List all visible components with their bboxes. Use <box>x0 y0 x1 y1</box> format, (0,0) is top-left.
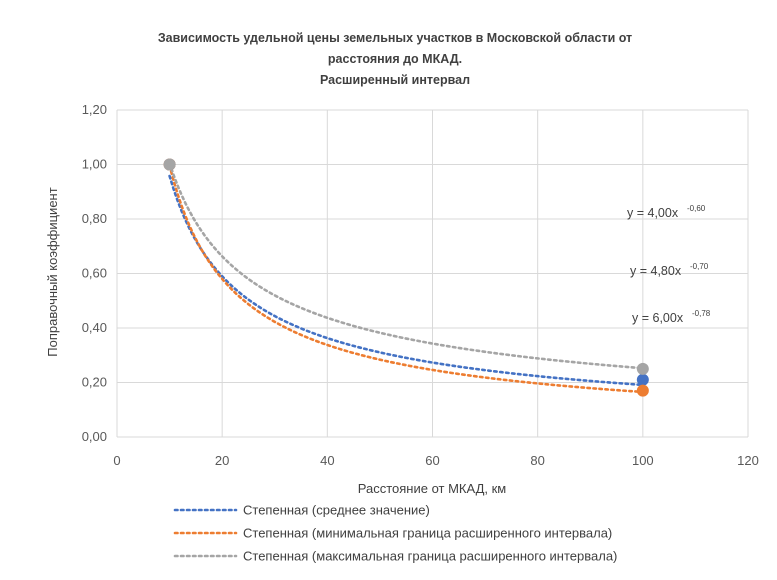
chart-title: Зависимость удельной цены земельных учас… <box>158 31 632 87</box>
chart-title-line-3: Расширенный интервал <box>320 73 470 87</box>
y-tick-label: 0,40 <box>82 320 107 335</box>
legend-label-0: Степенная (среднее значение) <box>243 503 430 518</box>
y-tick-label: 0,80 <box>82 211 107 226</box>
chart-title-line-1: Зависимость удельной цены земельных учас… <box>158 31 632 45</box>
gridlines <box>116 109 749 438</box>
equation-0: y = 4,00x <box>627 206 679 220</box>
trendline-series-1 <box>168 164 645 394</box>
y-axis-title: Поправочный коэффициент <box>45 187 60 356</box>
equation-exponent-2: -0,78 <box>692 309 711 318</box>
legend: Степенная (среднее значение) Степенная (м… <box>173 503 617 564</box>
y-tick-label: 0,00 <box>82 429 107 444</box>
x-tick-label: 60 <box>425 453 439 468</box>
y-tick-label: 0,20 <box>82 375 107 390</box>
y-tick-label: 1,20 <box>82 102 107 117</box>
equation-exponent-0: -0,60 <box>687 204 706 213</box>
x-axis-title: Расстояние от МКАД, км <box>358 481 507 496</box>
point-series-2-1 <box>636 362 649 375</box>
trendline-equations: y = 4,00x -0,60 y = 4,80x -0,70 y = 6,00x -0,… <box>627 204 711 325</box>
data-points <box>163 158 649 397</box>
y-tick-label: 0,60 <box>82 266 107 281</box>
x-tick-label: 120 <box>737 453 759 468</box>
x-tick-label: 40 <box>320 453 334 468</box>
equation-exponent-1: -0,70 <box>690 262 709 271</box>
y-tick-label: 1,00 <box>82 157 107 172</box>
x-tick-label: 20 <box>215 453 229 468</box>
legend-label-1: Степенная (минимальная граница расширенн… <box>243 526 612 541</box>
x-axis-ticks: 0 20 40 60 80 100 120 <box>113 453 758 468</box>
x-tick-label: 80 <box>530 453 544 468</box>
chart-title-line-2: расстояния до МКАД. <box>328 52 462 66</box>
equation-1: y = 4,80x <box>630 264 682 278</box>
x-tick-label: 0 <box>113 453 120 468</box>
equation-2: y = 6,00x <box>632 311 684 325</box>
legend-label-2: Степенная (максимальная граница расширен… <box>243 549 617 564</box>
trendlines <box>168 161 645 394</box>
y-axis-ticks: 0,00 0,20 0,40 0,60 0,80 1,00 1,20 <box>82 102 107 444</box>
trendline-series-0 <box>168 174 645 387</box>
x-tick-label: 100 <box>632 453 654 468</box>
point-series-1-1 <box>636 384 649 397</box>
point-series-0-1 <box>636 373 649 386</box>
trendline-series-2 <box>168 161 645 370</box>
point-series-2-0 <box>163 158 176 171</box>
